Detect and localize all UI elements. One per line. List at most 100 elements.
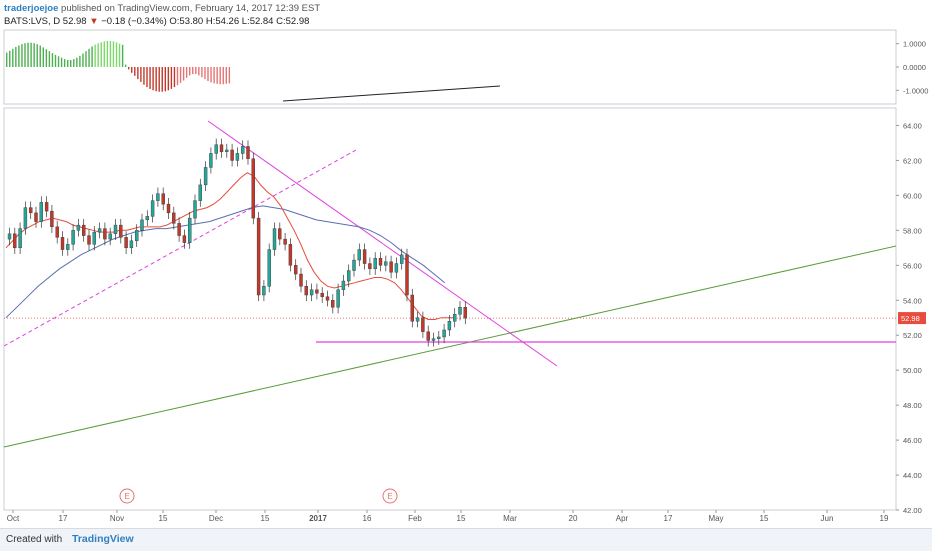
candle-body — [336, 289, 340, 308]
x-tick-label: 16 — [363, 514, 372, 523]
candle-body — [309, 289, 314, 296]
oscillator-bar — [182, 67, 185, 81]
ticker-symbol: BATS:LVS, D — [4, 16, 61, 27]
candle-body — [299, 273, 303, 287]
candle-body — [219, 144, 224, 152]
candle-body — [272, 228, 277, 250]
oscillator-bar — [39, 45, 41, 67]
oscillator-bar — [36, 44, 38, 67]
candle-body — [442, 329, 446, 338]
oscillator-bar — [179, 67, 182, 83]
oscillator-bar — [18, 45, 20, 67]
tradingview-logo[interactable]: TradingView — [72, 533, 134, 545]
oscillator-bar — [73, 59, 75, 67]
candle-body — [172, 212, 176, 224]
ma-fast-line — [5, 172, 455, 320]
oscillator-bar — [51, 53, 54, 67]
oscillator-bar — [54, 54, 57, 67]
oscillator-bar — [106, 40, 109, 67]
oscillator-bar — [140, 67, 142, 82]
oscillator-bar — [45, 49, 48, 67]
oscillator-bar — [67, 60, 69, 67]
candle-body — [76, 224, 81, 231]
oscillator-bar — [27, 42, 29, 67]
x-tick-label: 17 — [664, 514, 673, 523]
oscillator-bar — [164, 67, 166, 92]
candle-body — [225, 149, 229, 152]
x-tick-label: 15 — [159, 514, 168, 523]
candle-body — [320, 293, 324, 297]
oscillator-bar — [118, 43, 121, 67]
oscillator-bar — [149, 67, 151, 89]
green-support-trendline — [3, 245, 897, 448]
candle-body — [150, 200, 155, 217]
candle-body — [39, 202, 43, 222]
chart-canvas[interactable]: 1.0000 0.0000 -1.0000 64.00 62.00 60.00 58.00… — [0, 0, 932, 528]
candle-body — [214, 144, 218, 154]
candle-body — [198, 184, 203, 201]
oscillator-bar — [109, 40, 112, 67]
candle-body — [352, 259, 356, 271]
ticker-high: H:54.26 — [205, 16, 240, 27]
oscillator-bar — [15, 46, 17, 67]
price-y-tick-label: 54.00 — [903, 296, 922, 305]
oscillator-bar — [201, 67, 203, 78]
oscillator-bar — [121, 44, 124, 67]
oscillator-bar — [42, 47, 44, 67]
oscillator-bar — [79, 55, 81, 67]
oscillator-bar — [222, 67, 224, 85]
candle-body — [18, 228, 22, 249]
candle-body — [373, 258, 377, 270]
candle-body — [304, 286, 308, 296]
candle-body — [251, 158, 256, 219]
oscillator-bar — [143, 67, 145, 85]
candle-body — [347, 270, 351, 282]
ticker-close: C:52.98 — [276, 16, 310, 27]
oscillator-bar — [198, 67, 200, 76]
candle-body — [246, 146, 250, 159]
candle-body — [7, 233, 12, 240]
candle-body — [50, 210, 54, 228]
price-y-tick-label: 48.00 — [903, 401, 922, 410]
price-layer — [3, 120, 897, 448]
oscillator-bar — [189, 67, 191, 76]
oscillator-bar — [115, 42, 118, 67]
candle-body — [60, 237, 65, 250]
x-tick-label: 17 — [59, 514, 68, 523]
candle-body — [447, 321, 452, 331]
x-tick-label: Nov — [110, 514, 124, 523]
candle-body — [113, 224, 118, 235]
candle-body — [421, 317, 425, 332]
candle-body — [108, 233, 112, 240]
candle-body — [394, 263, 399, 273]
candle-body — [294, 265, 298, 275]
oscillator-bar — [9, 50, 11, 67]
candle-body — [235, 153, 240, 161]
oscillator-bar — [152, 67, 154, 91]
candle-body — [23, 207, 28, 229]
candle-body — [81, 224, 86, 236]
oscillator-bar — [161, 67, 163, 92]
ticker-open: O:53.80 — [169, 16, 204, 27]
candle-body — [44, 202, 49, 212]
candle-body — [431, 338, 436, 341]
oscillator-bar — [12, 48, 14, 67]
ticker-low: L:52.84 — [241, 16, 274, 27]
oscillator-bar — [70, 60, 72, 67]
candle-body — [209, 153, 213, 168]
earnings-marker-icon — [382, 488, 398, 504]
oscillator-bar — [21, 44, 23, 67]
earnings-marker-label: E — [387, 492, 392, 501]
chart-header: traderjoejoe published on TradingView.co… — [4, 2, 320, 15]
oscillator-bar — [134, 67, 136, 76]
x-tick-label: 15 — [261, 514, 270, 523]
oscillator-bar — [131, 67, 133, 73]
oscillator-bar — [128, 67, 130, 70]
candle-body — [166, 203, 171, 214]
candle-body — [240, 146, 245, 154]
author-name[interactable]: traderjoejoe — [4, 3, 59, 14]
oscillator-bar — [97, 43, 99, 67]
oscillator-bar — [94, 44, 96, 67]
x-tick-label: 20 — [569, 514, 578, 523]
